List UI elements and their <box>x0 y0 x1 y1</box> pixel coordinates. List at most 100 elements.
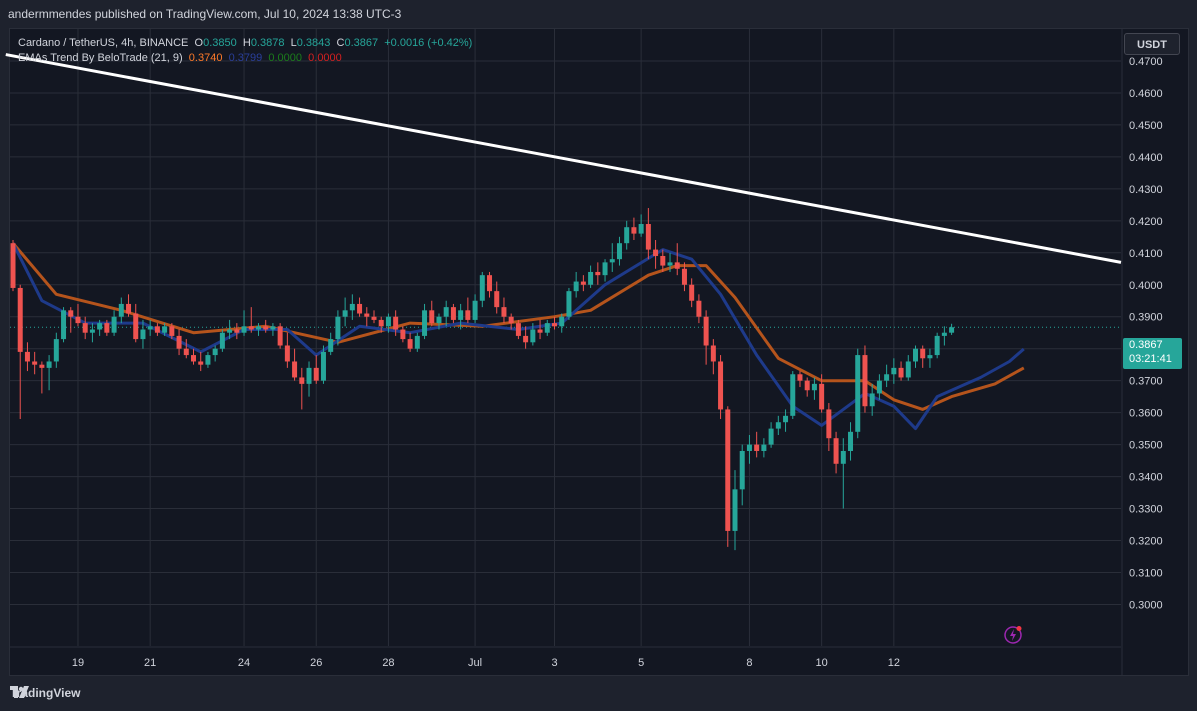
candle-body <box>111 316 117 333</box>
x-tick-label: Jul <box>468 657 482 669</box>
candle-body <box>147 326 153 330</box>
candle-body <box>884 374 890 381</box>
trendline <box>5 53 1122 264</box>
x-tick-label: 28 <box>382 657 394 669</box>
x-tick-label: 26 <box>310 657 322 669</box>
candle-body <box>191 355 196 362</box>
ema-fast-line <box>11 242 1025 431</box>
candle-body <box>790 374 796 416</box>
candle-body <box>739 450 745 490</box>
candle-body <box>133 313 139 340</box>
low-value: 0.3843 <box>296 37 331 49</box>
candle-body <box>241 326 247 333</box>
candle-body <box>429 310 435 324</box>
candle-body <box>631 227 637 234</box>
candle-body <box>393 316 399 330</box>
candle-body <box>284 345 290 362</box>
candle-body <box>754 444 760 451</box>
candle-body <box>154 326 160 333</box>
candle-body <box>472 300 478 320</box>
open-label: O <box>194 37 204 49</box>
candle-body <box>140 329 146 340</box>
footer-brand[interactable]: TradingView <box>10 686 80 700</box>
indicator-row[interactable]: EMAs Trend By BeloTrade (21, 9) 0.3740 0… <box>18 51 472 66</box>
candle-body <box>443 307 449 317</box>
indicator-label[interactable]: EMAs Trend By BeloTrade (21, 9) <box>18 52 183 64</box>
symbol-label[interactable]: Cardano / TetherUS, 4h, BINANCE <box>18 37 189 49</box>
candle-body <box>82 323 88 333</box>
y-tick-label: 0.3500 <box>1129 440 1163 452</box>
candle-body <box>783 415 789 423</box>
candle-body <box>479 275 485 301</box>
candle-body <box>183 348 189 356</box>
candle-body <box>126 303 132 314</box>
ohlc-row[interactable]: Cardano / TetherUS, 4h, BINANCE O0.3850 … <box>18 36 472 51</box>
candle-body <box>523 335 529 343</box>
candle-body <box>335 316 341 340</box>
candle-body <box>862 355 868 407</box>
candle-body <box>205 355 211 365</box>
candle-body <box>876 380 882 394</box>
candle-body <box>277 326 283 346</box>
y-tick-label: 0.3200 <box>1129 536 1163 548</box>
x-tick-label: 12 <box>888 657 900 669</box>
candle-body <box>465 310 471 320</box>
candle-body <box>710 345 716 362</box>
candle-body <box>566 291 572 317</box>
lightning-icon[interactable] <box>1003 625 1023 645</box>
candle-body <box>689 284 695 301</box>
candle-body <box>761 444 767 451</box>
candle-body <box>61 310 67 340</box>
low-label: L <box>290 37 297 49</box>
candle-body <box>732 489 738 531</box>
chart-frame[interactable] <box>9 28 1189 676</box>
candle-body <box>530 329 536 343</box>
candle-body <box>638 224 644 234</box>
candle-body <box>68 310 74 317</box>
candle-body <box>703 316 709 346</box>
candle-body <box>450 307 456 320</box>
candle-body <box>537 329 543 333</box>
candle-body <box>934 335 940 356</box>
candle-body <box>494 291 500 308</box>
y-tick-label: 0.4500 <box>1129 120 1163 132</box>
candle-body <box>407 339 413 349</box>
high-value: 0.3878 <box>250 37 285 49</box>
y-tick-label: 0.3600 <box>1129 408 1163 420</box>
candle-body <box>299 377 305 384</box>
candle-body <box>674 262 680 269</box>
y-tick-label: 0.3100 <box>1129 567 1163 579</box>
candle-body <box>811 383 817 391</box>
candle-body <box>804 380 810 391</box>
candle-body <box>248 326 254 330</box>
candle-body <box>89 329 95 333</box>
candle-body <box>422 310 428 336</box>
y-tick-label: 0.3400 <box>1129 472 1163 484</box>
candle-body <box>616 243 622 260</box>
candle-body <box>24 351 30 362</box>
candle-body <box>913 348 918 362</box>
y-tick-label: 0.4400 <box>1129 152 1163 164</box>
candle-body <box>660 255 666 266</box>
y-tick-label: 0.4100 <box>1129 248 1163 260</box>
candle-body <box>696 300 702 317</box>
candle-body <box>378 319 384 327</box>
change-value: +0.0016 (+0.42%) <box>384 37 473 49</box>
candle-body <box>544 323 550 333</box>
candle-body <box>371 316 377 320</box>
currency-button[interactable]: USDT <box>1124 33 1180 55</box>
candle-body <box>169 326 175 336</box>
candle-body <box>891 367 897 375</box>
candle-body <box>17 287 23 352</box>
y-tick-label: 0.4200 <box>1129 216 1163 228</box>
x-tick-label: 21 <box>144 657 156 669</box>
candle-body <box>833 438 839 464</box>
y-tick-label: 0.3700 <box>1129 376 1163 388</box>
y-tick-label: 0.4300 <box>1129 184 1163 196</box>
candle-body <box>487 275 493 292</box>
publish-bar: andermmendes published on TradingView.co… <box>0 0 1197 28</box>
candle-body <box>118 303 124 317</box>
candle-body <box>458 310 464 320</box>
candle-body <box>840 450 846 464</box>
